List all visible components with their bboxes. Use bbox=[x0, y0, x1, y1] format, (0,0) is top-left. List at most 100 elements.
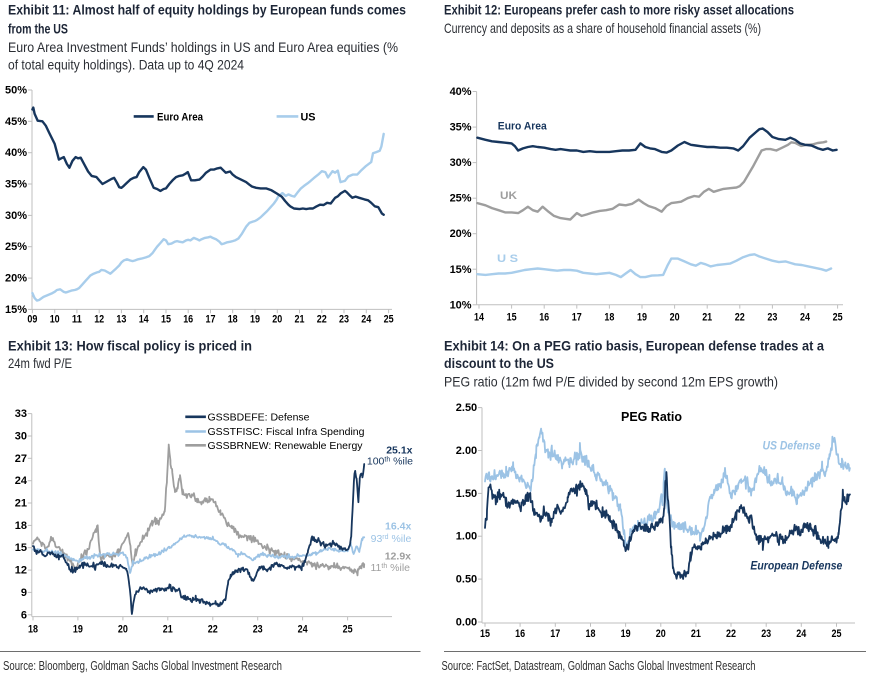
svg-text:25: 25 bbox=[384, 314, 394, 326]
svg-text:35%: 35% bbox=[450, 122, 472, 134]
svg-text:25%: 25% bbox=[5, 241, 27, 253]
svg-text:20%: 20% bbox=[5, 273, 27, 285]
svg-text:25: 25 bbox=[832, 628, 842, 640]
svg-text:Currency and deposits as a sha: Currency and deposits as a share of hous… bbox=[444, 20, 761, 36]
svg-text:0.50: 0.50 bbox=[456, 574, 477, 586]
svg-text:21: 21 bbox=[15, 498, 27, 510]
svg-text:15: 15 bbox=[161, 314, 171, 326]
svg-text:25.1x: 25.1x bbox=[386, 445, 412, 457]
svg-text:18: 18 bbox=[586, 628, 596, 640]
svg-text:18: 18 bbox=[28, 624, 38, 636]
svg-text:35%: 35% bbox=[5, 179, 27, 191]
svg-text:Euro Area Investment Funds’ ho: Euro Area Investment Funds’ holdings in … bbox=[8, 39, 398, 55]
svg-text:GSSBRNEW: Renewable Energy: GSSBRNEW: Renewable Energy bbox=[208, 440, 364, 452]
svg-text:1.00: 1.00 bbox=[456, 531, 477, 543]
svg-text:20: 20 bbox=[670, 312, 680, 324]
svg-text:16: 16 bbox=[515, 628, 525, 640]
svg-text:22: 22 bbox=[726, 628, 736, 640]
svg-text:discount to the US: discount to the US bbox=[444, 355, 554, 371]
svg-text:30%: 30% bbox=[5, 210, 27, 222]
svg-text:Exhibit 11: Almost half of equ: Exhibit 11: Almost half of equity holdin… bbox=[8, 2, 406, 18]
svg-text:Exhibit 13: How fiscal policy: Exhibit 13: How fiscal policy is priced … bbox=[8, 338, 252, 354]
svg-text:9: 9 bbox=[21, 587, 27, 599]
svg-text:US Defense: US Defense bbox=[763, 439, 821, 453]
svg-text:21: 21 bbox=[691, 628, 701, 640]
svg-text:20: 20 bbox=[272, 314, 282, 326]
svg-text:US: US bbox=[301, 111, 316, 123]
svg-text:of total equity holdings). Dat: of total equity holdings). Data up to 4Q… bbox=[8, 57, 244, 73]
svg-text:21: 21 bbox=[163, 624, 173, 636]
svg-text:27: 27 bbox=[15, 453, 27, 465]
svg-text:GSSBDEFE: Defense: GSSBDEFE: Defense bbox=[208, 412, 310, 424]
svg-text:09: 09 bbox=[27, 314, 37, 326]
svg-text:Euro Area: Euro Area bbox=[157, 111, 204, 123]
svg-text:14: 14 bbox=[139, 314, 150, 326]
svg-text:50%: 50% bbox=[5, 85, 27, 97]
svg-text:European Defense: European Defense bbox=[750, 559, 842, 573]
svg-text:19: 19 bbox=[250, 314, 260, 326]
svg-text:15: 15 bbox=[480, 628, 490, 640]
svg-text:12: 12 bbox=[94, 314, 104, 326]
svg-text:0.00: 0.00 bbox=[456, 617, 477, 629]
svg-text:20: 20 bbox=[656, 628, 666, 640]
svg-text:24: 24 bbox=[15, 475, 28, 487]
svg-text:Exhibit 12: Europeans prefer c: Exhibit 12: Europeans prefer cash to mor… bbox=[444, 2, 794, 18]
svg-text:30%: 30% bbox=[450, 157, 472, 169]
svg-text:19: 19 bbox=[621, 628, 631, 640]
svg-text:Source: FactSet, Datastream, G: Source: FactSet, Datastream, Goldman Sac… bbox=[442, 659, 756, 673]
svg-text:15%: 15% bbox=[450, 264, 472, 276]
svg-text:21: 21 bbox=[295, 314, 305, 326]
svg-text:10: 10 bbox=[50, 314, 60, 326]
svg-text:30: 30 bbox=[15, 431, 27, 443]
svg-text:U S: U S bbox=[497, 253, 518, 265]
svg-text:14: 14 bbox=[474, 312, 485, 324]
svg-text:33: 33 bbox=[15, 408, 27, 420]
svg-text:15: 15 bbox=[15, 542, 27, 554]
svg-text:24: 24 bbox=[800, 312, 811, 324]
svg-text:24: 24 bbox=[796, 628, 807, 640]
svg-text:25: 25 bbox=[833, 312, 843, 324]
svg-text:Source: Bloomberg, Goldman Sac: Source: Bloomberg, Goldman Sachs Global … bbox=[3, 659, 282, 673]
svg-text:18: 18 bbox=[228, 314, 238, 326]
svg-text:40%: 40% bbox=[5, 147, 27, 159]
svg-text:13: 13 bbox=[116, 314, 126, 326]
svg-text:11th %ile: 11th %ile bbox=[370, 562, 410, 574]
svg-text:PEG Ratio: PEG Ratio bbox=[621, 410, 682, 424]
svg-text:Exhibit 14: On a PEG ratio bas: Exhibit 14: On a PEG ratio basis, Europe… bbox=[444, 338, 824, 354]
svg-text:19: 19 bbox=[637, 312, 647, 324]
svg-text:15: 15 bbox=[507, 312, 517, 324]
svg-text:25%: 25% bbox=[450, 193, 472, 205]
svg-text:22: 22 bbox=[208, 624, 218, 636]
svg-text:22: 22 bbox=[317, 314, 327, 326]
svg-text:20: 20 bbox=[118, 624, 128, 636]
svg-text:12.9x: 12.9x bbox=[385, 551, 411, 563]
svg-text:2.50: 2.50 bbox=[456, 402, 477, 414]
svg-text:23: 23 bbox=[761, 628, 771, 640]
svg-text:40%: 40% bbox=[450, 86, 472, 98]
svg-text:23: 23 bbox=[767, 312, 777, 324]
svg-text:17: 17 bbox=[572, 312, 582, 324]
svg-text:from the US: from the US bbox=[8, 21, 68, 37]
svg-text:25: 25 bbox=[343, 624, 353, 636]
svg-text:16: 16 bbox=[539, 312, 549, 324]
svg-text:16: 16 bbox=[183, 314, 193, 326]
svg-text:1.50: 1.50 bbox=[456, 488, 477, 500]
svg-text:Euro Area: Euro Area bbox=[498, 121, 548, 133]
svg-text:12: 12 bbox=[15, 565, 27, 577]
svg-text:17: 17 bbox=[550, 628, 560, 640]
svg-text:PEG ratio (12m fwd P/E divided: PEG ratio (12m fwd P/E divided by second… bbox=[444, 374, 778, 390]
svg-text:20%: 20% bbox=[450, 228, 472, 240]
svg-text:UK: UK bbox=[500, 190, 517, 202]
svg-text:23: 23 bbox=[253, 624, 263, 636]
svg-text:93rd %ile: 93rd %ile bbox=[371, 533, 412, 545]
svg-text:15%: 15% bbox=[5, 304, 27, 316]
svg-text:45%: 45% bbox=[5, 116, 27, 128]
svg-text:24: 24 bbox=[298, 624, 309, 636]
svg-text:GSSTFISC: Fiscal Infra Spendin: GSSTFISC: Fiscal Infra Spending bbox=[208, 426, 365, 438]
svg-text:11: 11 bbox=[72, 314, 82, 326]
svg-text:16.4x: 16.4x bbox=[385, 521, 411, 533]
svg-text:2.00: 2.00 bbox=[456, 445, 477, 457]
svg-text:18: 18 bbox=[604, 312, 614, 324]
svg-text:100th %ile: 100th %ile bbox=[367, 456, 413, 468]
svg-text:10%: 10% bbox=[450, 299, 472, 311]
